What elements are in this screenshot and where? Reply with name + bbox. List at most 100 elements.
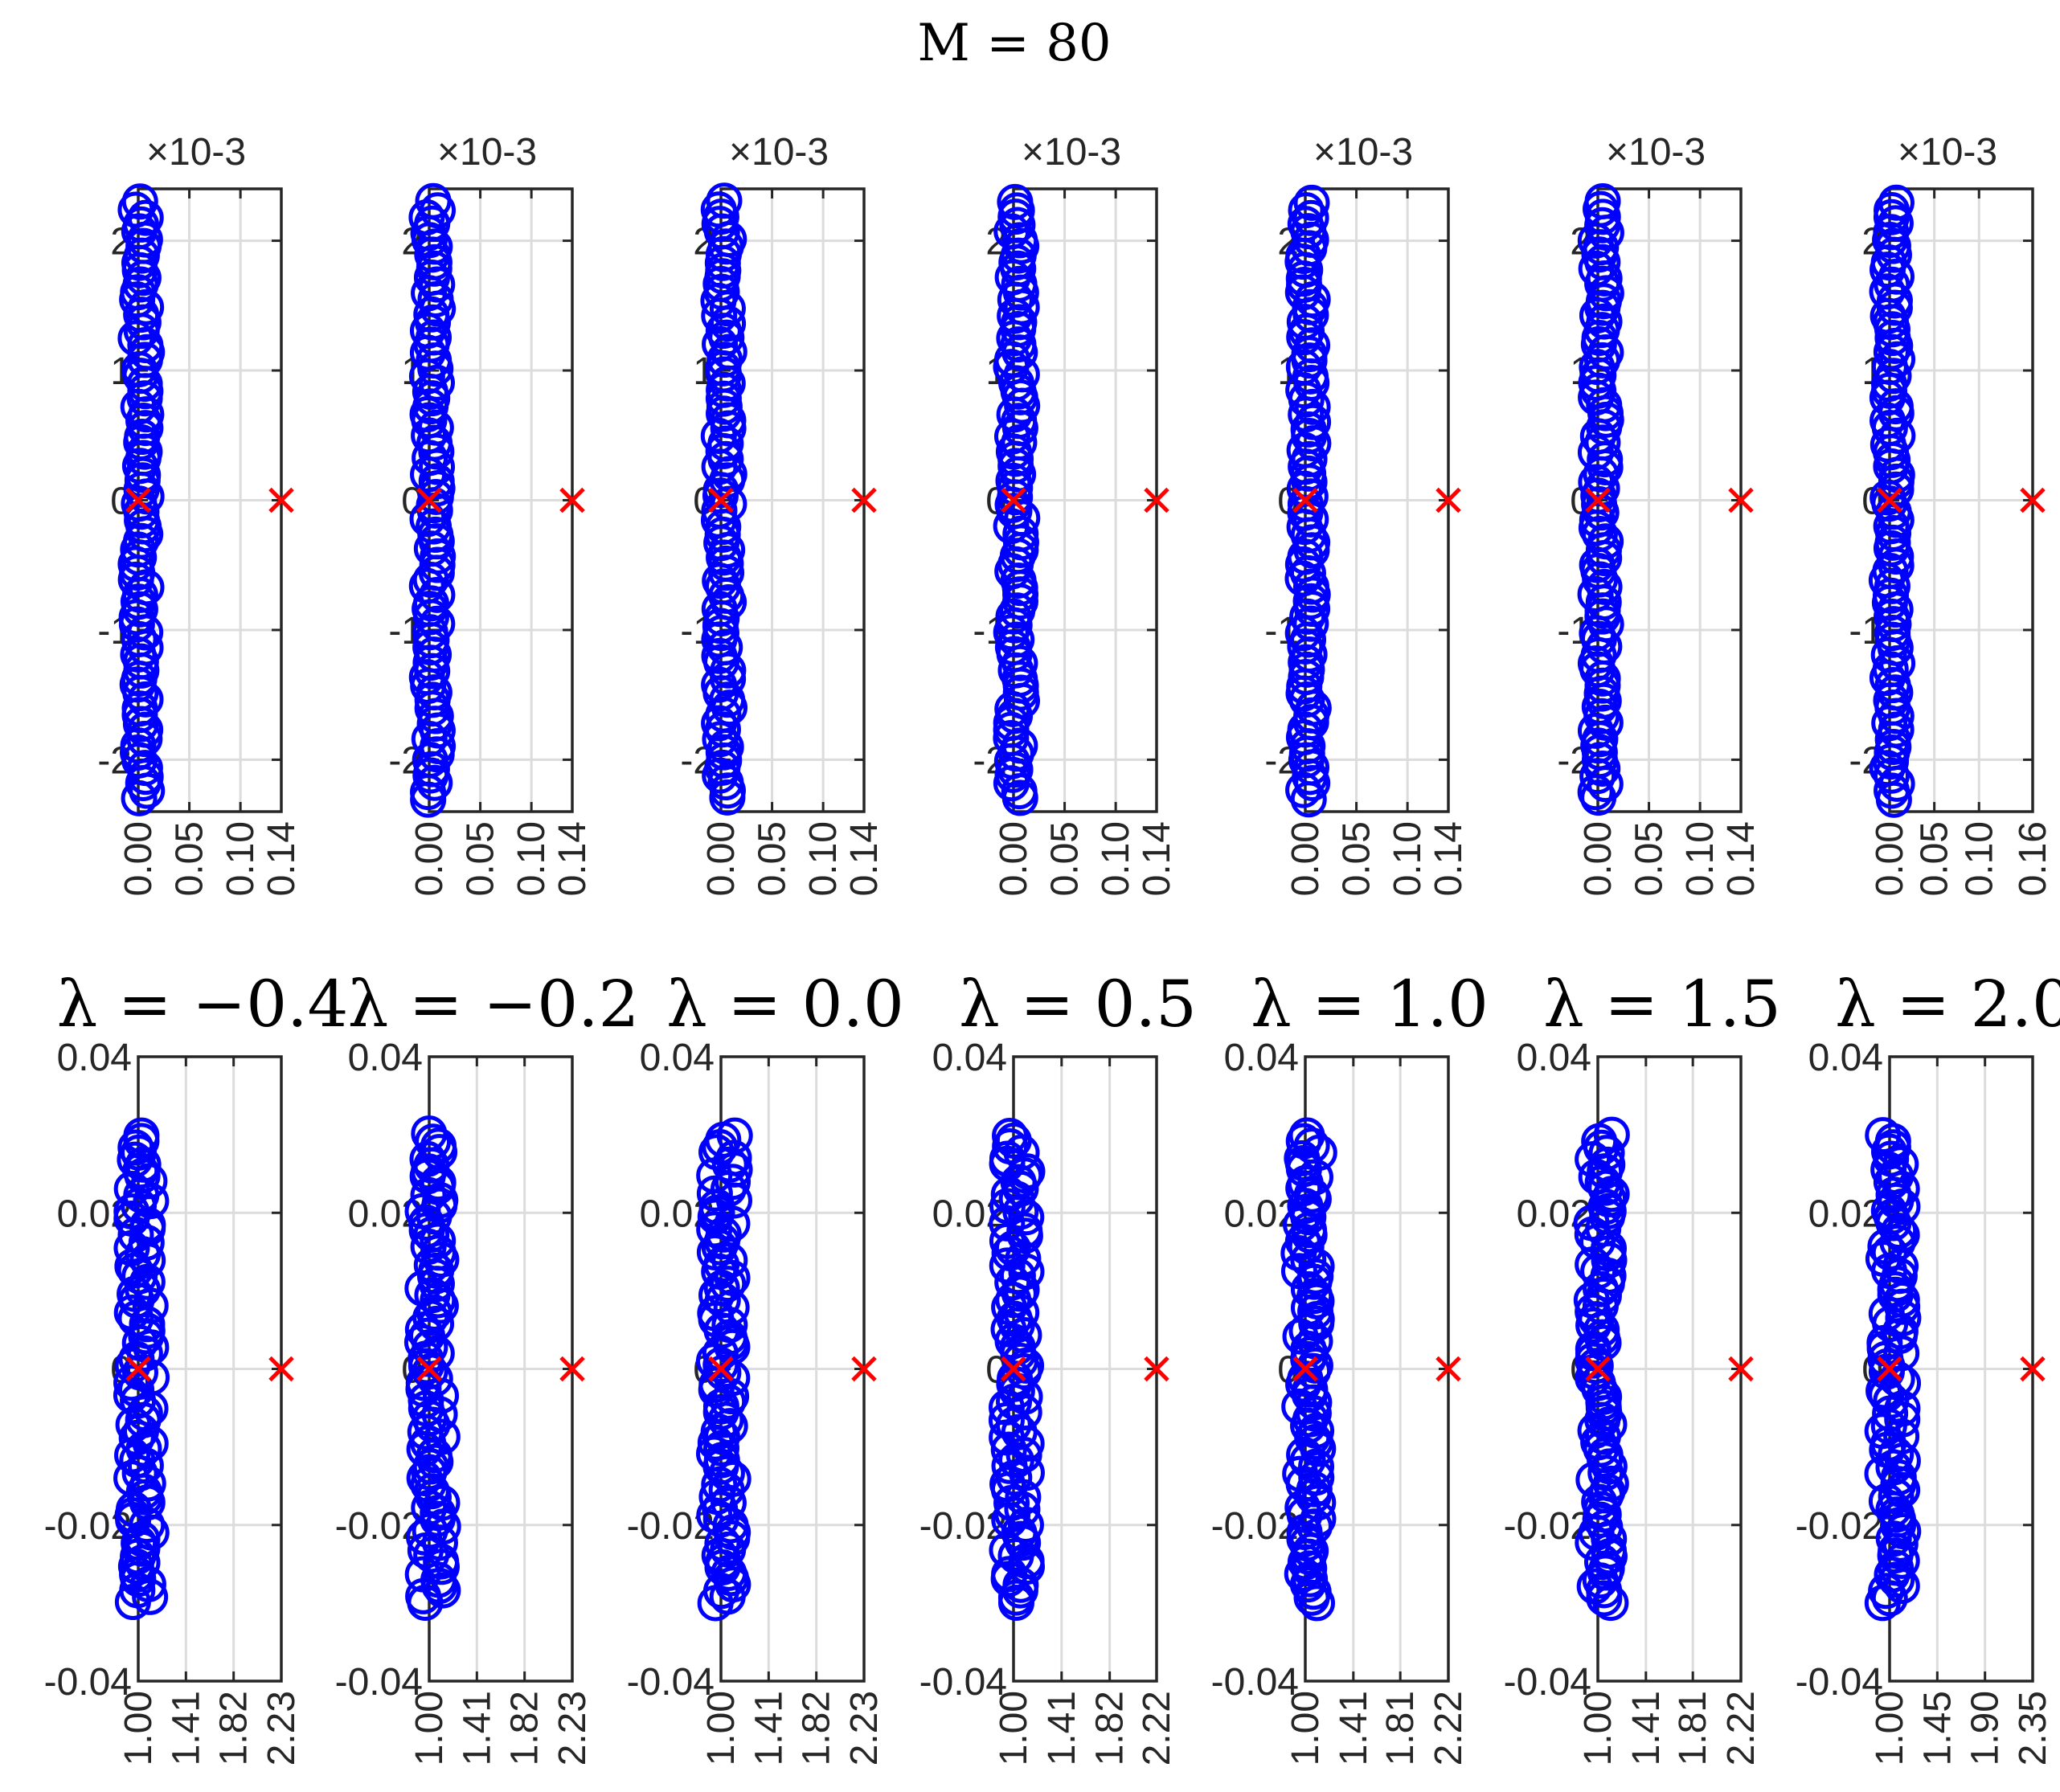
eigenvalue-circle <box>1878 711 1915 748</box>
eigenvalue-circle <box>114 1347 151 1384</box>
x-tick-label: 1.00 <box>1284 1691 1327 1765</box>
x-tick-label: 0.10 <box>219 821 262 896</box>
eigenvalue-circle <box>411 1115 448 1152</box>
cross-marker <box>1877 1356 1902 1382</box>
x-tick-label: 1.81 <box>1672 1691 1714 1765</box>
y-tick-label: 0.04 <box>640 1037 715 1079</box>
x-tick-label: 0.10 <box>510 821 553 896</box>
eigenvalue-circle <box>1577 575 1614 612</box>
eigenvalue-circle <box>989 1247 1026 1284</box>
eigenvalue-circle <box>113 1364 150 1401</box>
eigenvalue-circle <box>707 425 744 462</box>
eigenvalue-circle <box>1874 772 1911 809</box>
x-tick-label: 2.35 <box>2012 1691 2054 1765</box>
cross-marker <box>1585 1356 1611 1382</box>
y-tick-label: -0.04 <box>1211 1661 1299 1704</box>
eigenvalue-circle <box>404 1556 441 1593</box>
cross-stroke <box>1877 1356 1902 1382</box>
eigenvalue-circle <box>1290 1242 1327 1279</box>
x-tick-label: 2.23 <box>260 1691 303 1765</box>
x-tick-label: 1.00 <box>117 1691 160 1765</box>
eigenvalue-circle <box>121 690 158 727</box>
eigenvalue-circle <box>421 1524 458 1561</box>
eigenvalue-circle <box>1868 1573 1905 1610</box>
y-tick-label: 0.02 <box>1808 1193 1883 1235</box>
eigenvalue-circle <box>1882 1525 1919 1562</box>
eigenvalue-circle <box>121 183 158 220</box>
eigenvalue-circle <box>702 325 739 362</box>
eigenvalue-circle <box>1874 567 1911 604</box>
x-tick-label: 0.00 <box>1869 821 1911 896</box>
eigenvalue-circle <box>995 1122 1032 1159</box>
y-tick-label: 0.04 <box>57 1037 132 1079</box>
eigenvalue-circle <box>992 1117 1029 1154</box>
cross-marker <box>2020 1356 2046 1382</box>
exponent-label: ×10-3 <box>729 131 829 174</box>
eigenvalue-circle <box>1878 1549 1915 1586</box>
eigenvalue-circle <box>1280 1253 1317 1290</box>
y-tick-label: 0.04 <box>1808 1037 1883 1079</box>
cross-stroke <box>708 1356 734 1382</box>
cross-stroke <box>1292 1356 1318 1382</box>
eigenvalue-circle <box>420 1561 457 1598</box>
cross-marker <box>268 1356 294 1382</box>
x-tick-label: 0.05 <box>1628 821 1671 896</box>
y-tick-label: -0.04 <box>44 1661 132 1704</box>
eigenvalue-circle <box>1284 1139 1321 1176</box>
y-tick-label: -0.04 <box>335 1661 423 1704</box>
eigenvalue-circle <box>415 182 452 219</box>
y-tick-label: -0.02 <box>1796 1505 1883 1548</box>
eigenvalue-circle <box>1581 689 1618 726</box>
cross-marker <box>1292 1356 1318 1382</box>
eigenvalue-circle <box>1587 704 1624 741</box>
cross-stroke <box>851 487 877 513</box>
eigenvalue-circle <box>1001 304 1038 341</box>
eigenvalue-circle <box>420 1222 457 1259</box>
eigenvalue-circle <box>997 183 1034 220</box>
x-tick-label: 1.41 <box>1625 1691 1668 1765</box>
x-tick-label: 2.22 <box>1427 1691 1470 1765</box>
cross-stroke <box>125 487 151 513</box>
x-tick-label: 0.10 <box>1095 821 1137 896</box>
x-tick-label: 0.05 <box>1914 821 1956 896</box>
eigenvalue-circle <box>123 1117 160 1154</box>
cross-stroke <box>2020 487 2046 513</box>
cross-stroke <box>2020 1356 2046 1382</box>
eigenvalue-circle <box>1873 757 1910 794</box>
y-tick-label: 0.04 <box>348 1037 423 1079</box>
x-tick-label: 1.00 <box>993 1691 1035 1765</box>
x-tick-label: 0.14 <box>1427 821 1470 896</box>
eigenvalue-circle <box>715 1164 752 1201</box>
panel-title: λ = 1.5 <box>1543 967 1781 1041</box>
cross-marker <box>1585 487 1611 513</box>
x-tick-label: 1.82 <box>504 1691 547 1765</box>
cross-stroke <box>125 1356 151 1382</box>
eigenvalue-circle <box>121 1524 158 1561</box>
cross-stroke <box>1728 487 1754 513</box>
cross-marker <box>559 487 585 513</box>
eigenvalue-circle <box>998 621 1035 658</box>
y-tick-label: -0.04 <box>919 1661 1007 1704</box>
x-tick-label: 1.41 <box>456 1691 498 1765</box>
eigenvalue-circle <box>1878 184 1915 221</box>
x-tick-label: 0.05 <box>460 821 502 896</box>
eigenvalue-circle <box>1288 1117 1325 1154</box>
cross-marker <box>559 1356 585 1382</box>
eigenvalue-circle <box>123 206 160 243</box>
x-tick-label: 1.00 <box>700 1691 743 1765</box>
cross-stroke <box>416 1356 442 1382</box>
x-tick-label: 0.10 <box>802 821 845 896</box>
eigenvalue-circle <box>1292 199 1329 236</box>
cross-marker <box>851 487 877 513</box>
eigenvalue-circle <box>1872 651 1909 688</box>
y-tick-label: -0.04 <box>1504 1661 1591 1704</box>
cross-marker <box>268 487 294 513</box>
eigenvalue-circle <box>1008 1199 1045 1236</box>
eigenvalue-circle <box>716 1117 753 1154</box>
eigenvalue-circle <box>990 1431 1027 1468</box>
